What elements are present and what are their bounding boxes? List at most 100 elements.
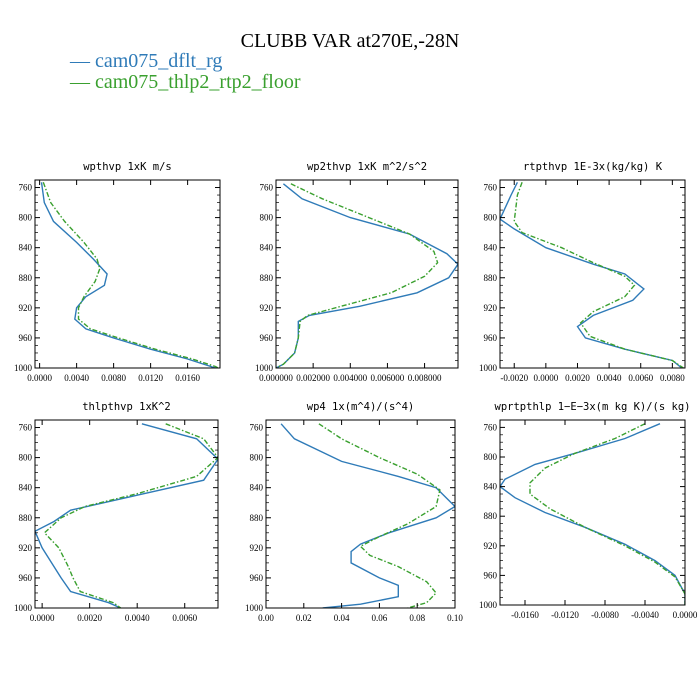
series-line-1	[40, 182, 216, 368]
y-tick-label: 800	[19, 453, 33, 463]
y-tick-label: 920	[19, 543, 33, 553]
plot-frame	[34, 419, 219, 609]
series-line-1	[500, 181, 683, 368]
y-tick-label: 880	[19, 513, 33, 523]
series-line-2	[529, 423, 685, 605]
y-tick-label: 840	[260, 243, 274, 253]
y-tick-label: 800	[484, 213, 498, 223]
y-tick-label: 880	[260, 273, 274, 283]
panel-5: wp4 1x(m^4)/(s^4)76080084088092096010000…	[245, 401, 463, 623]
x-tick-label: 0.006000	[371, 373, 405, 383]
x-tick-label: 0.0080	[660, 373, 685, 383]
x-tick-label: 0.0020	[565, 373, 590, 383]
y-tick-label: 1000	[255, 363, 274, 373]
y-tick-label: 960	[484, 333, 498, 343]
y-tick-label: 920	[484, 303, 498, 313]
x-tick-label: 0.0060	[628, 373, 653, 383]
y-tick-label: 840	[250, 483, 264, 493]
y-tick-label: 800	[250, 453, 264, 463]
plot-frame	[34, 179, 221, 369]
series-line-2	[43, 423, 218, 608]
x-tick-label: 0.02	[296, 613, 312, 623]
y-tick-label: 1000	[14, 603, 33, 613]
x-tick-label: -0.0040	[631, 610, 659, 620]
y-tick-label: 840	[19, 483, 33, 493]
y-tick-label: 760	[484, 422, 498, 432]
x-tick-label: 0.0000	[673, 610, 698, 620]
series-line-2	[42, 182, 219, 368]
y-tick-label: 1000	[479, 600, 498, 610]
y-tick-label: 800	[260, 213, 274, 223]
panel-title: rtpthvp 1E-3x(kg/kg) K	[523, 161, 663, 173]
series-line-1	[500, 423, 685, 605]
panel-title: wpthvp 1xK m/s	[83, 161, 172, 173]
x-tick-label: 0.0000	[30, 613, 55, 623]
y-tick-label: 800	[19, 213, 33, 223]
y-tick-label: 800	[484, 452, 498, 462]
panel-4: thlpthvp 1xK^276080084088092096010000.00…	[14, 401, 219, 623]
legend-entry-floor: — cam075_thlp2_rtp2_floor	[70, 71, 301, 93]
y-tick-label: 960	[19, 573, 33, 583]
y-tick-label: 880	[484, 511, 498, 521]
x-tick-label: 0.0080	[101, 373, 126, 383]
panel-6: wprtpthlp 1−E−3x(m kg K)/(s kg) 760 800 840…	[479, 401, 698, 620]
x-tick-label: 0.0160	[175, 373, 200, 383]
y-tick-label: 880	[19, 273, 33, 283]
y-tick-label: 1000	[245, 603, 264, 613]
y-tick-label: 840	[19, 243, 33, 253]
x-tick-label: 0.06	[372, 613, 388, 623]
x-tick-label: 0.04	[334, 613, 350, 623]
panel-title: wp2thvp 1xK m^2/s^2	[307, 161, 427, 173]
plot-frame	[499, 179, 686, 369]
series-line-2	[318, 423, 441, 608]
y-tick-label: 920	[260, 303, 274, 313]
y-tick-label: 920	[250, 543, 264, 553]
y-tick-label: 840	[484, 482, 498, 492]
series-line-2	[513, 182, 684, 368]
series-line-1	[276, 183, 458, 368]
y-tick-label: 960	[250, 573, 264, 583]
y-tick-label: 840	[484, 243, 498, 253]
x-tick-label: 0.0020	[77, 613, 102, 623]
x-tick-label: 0.08	[409, 613, 425, 623]
panel-3: rtpthvp 1E-3x(kg/kg) K 760 800 840 880 920 960…	[479, 161, 686, 383]
y-tick-label: 760	[19, 423, 33, 433]
chart-title: CLUBB VAR at270E,-28N	[240, 30, 460, 52]
panel-title: wprtpthlp 1−E−3x(m kg K)/(s kg)	[495, 401, 691, 413]
panel-1: wpthvp 1xK m/s76080084088092096010000.00…	[14, 161, 221, 383]
x-tick-label: 0.0040	[64, 373, 89, 383]
y-tick-label: 880	[484, 273, 498, 283]
x-tick-label: -0.0120	[551, 610, 579, 620]
x-tick-label: 0.000000	[259, 373, 293, 383]
y-tick-label: 960	[19, 333, 33, 343]
y-tick-label: 960	[484, 570, 498, 580]
x-tick-label: 0.0040	[597, 373, 622, 383]
x-tick-label: 0.0120	[138, 373, 163, 383]
y-tick-label: 960	[260, 333, 274, 343]
y-tick-label: 760	[260, 183, 274, 193]
plot-frame	[499, 419, 686, 606]
panel-title: thlpthvp 1xK^2	[82, 401, 171, 413]
series-line-2	[276, 183, 439, 368]
legend-entry-dflt: — cam075_dflt_rg	[70, 50, 223, 72]
y-tick-label: 760	[250, 423, 264, 433]
series-line-1	[35, 423, 218, 608]
y-tick-label: 880	[250, 513, 264, 523]
panel-2: wp2thvp 1xK m^2/s^2 760 800 840 880 920 960 100…	[255, 161, 459, 383]
plot-frame	[275, 179, 459, 369]
panel-title: wp4 1x(m^4)/(s^4)	[307, 401, 414, 413]
x-tick-label: 0.00	[258, 613, 274, 623]
x-tick-label: -0.0080	[591, 610, 619, 620]
y-tick-label: 1000	[14, 363, 33, 373]
x-tick-label: 0.004000	[333, 373, 367, 383]
x-tick-label: 0.10	[447, 613, 463, 623]
x-tick-label: 0.008000	[408, 373, 442, 383]
x-tick-label: -0.0160	[511, 610, 539, 620]
y-tick-label: 1000	[479, 363, 498, 373]
y-tick-label: 760	[484, 183, 498, 193]
y-tick-label: 920	[484, 541, 498, 551]
x-tick-label: 0.0000	[27, 373, 52, 383]
x-tick-label: -0.0020	[500, 373, 528, 383]
plot-frame	[265, 419, 456, 609]
x-tick-label: 0.0040	[125, 613, 150, 623]
